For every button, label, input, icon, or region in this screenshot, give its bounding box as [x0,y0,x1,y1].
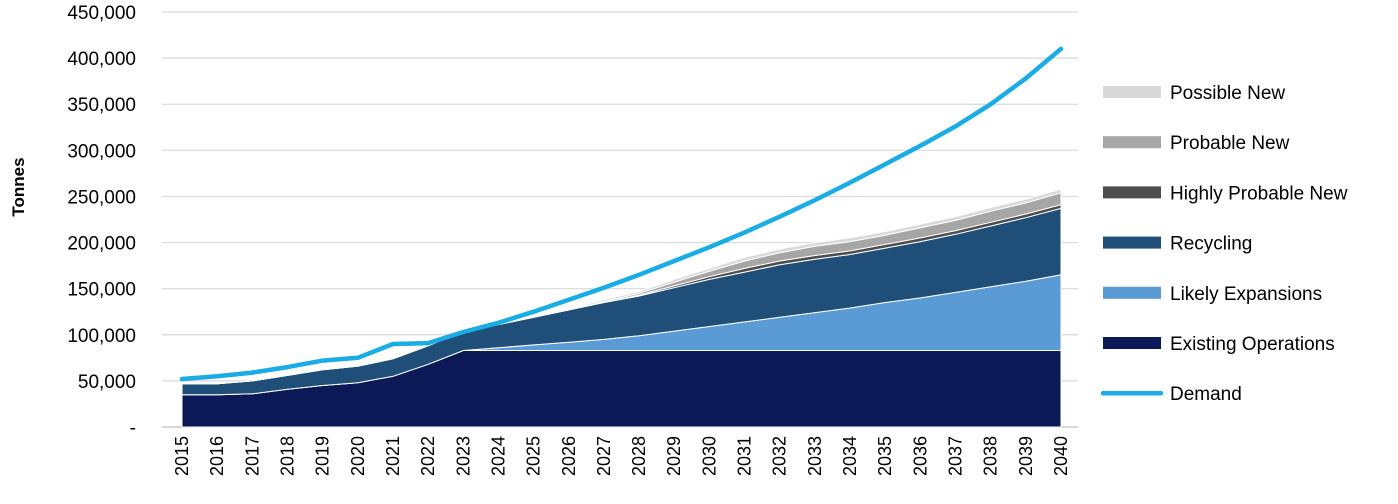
x-tick-label: 2027 [594,436,614,476]
x-tick-label: 2024 [488,436,508,476]
x-tick-label: 2021 [383,436,403,476]
legend-swatch-probable-new [1103,136,1161,149]
y-tick-label: 450,000 [67,3,136,24]
legend-swatch-highly-probable-new [1103,186,1161,199]
x-tick-label: 2037 [946,436,966,476]
y-tick-label: 150,000 [67,280,136,301]
y-axis-ticks: - 50,000 100,000 150,000 200,000 250,000 300,0… [67,3,136,439]
legend-label-possible-new: Possible New [1170,83,1285,104]
x-tick-label: 2016 [207,436,227,476]
x-tick-label: 2036 [910,436,930,476]
y-tick-label: 400,000 [67,49,136,70]
legend-swatch-existing-operations [1103,337,1161,349]
y-tick-label: - [130,418,136,439]
y-tick-label: 200,000 [67,234,136,255]
y-tick-label: 50,000 [78,372,136,393]
x-tick-label: 2028 [629,436,649,476]
line-demand [179,46,1064,382]
y-tick-label: 350,000 [67,95,136,116]
x-tick-label: 2034 [840,436,860,476]
x-tick-label: 2038 [981,436,1001,476]
x-tick-label: 2018 [277,436,297,476]
y-axis-label: Tonnes [9,157,28,216]
legend-label-likely-expansions: Likely Expansions [1170,284,1322,305]
x-tick-label: 2030 [699,436,719,476]
legend-label-existing-operations: Existing Operations [1170,334,1335,355]
x-tick-label: 2033 [805,436,825,476]
legend-swatch-possible-new [1103,86,1161,98]
x-tick-label: 2015 [172,436,192,476]
y-tick-label: 300,000 [67,141,136,162]
x-axis-ticks: 2015 2016 2017 2018 2019 2020 2021 2022 2023 2024… [172,436,1071,476]
stacked-areas [181,188,1062,428]
legend-swatch-recycling [1103,236,1161,249]
x-tick-label: 2023 [453,436,473,476]
x-tick-label: 2039 [1016,436,1036,476]
x-tick-label: 2035 [875,436,895,476]
x-tick-label: 2022 [418,436,438,476]
line-series [179,46,1064,382]
legend-label-probable-new: Probable New [1170,133,1290,154]
x-tick-label: 2017 [242,436,262,476]
x-tick-label: 2019 [313,436,333,476]
x-tick-label: 2020 [348,436,368,476]
legend-swatch-likely-expansions [1103,286,1161,299]
x-tick-label: 2025 [524,436,544,476]
x-tick-label: 2031 [735,436,755,476]
legend-label-demand: Demand [1170,384,1242,405]
legend-label-recycling: Recycling [1170,234,1252,255]
legend: Possible New Probable New Highly Probable … [1100,83,1348,405]
legend-label-highly-probable-new: Highly Probable New [1170,183,1348,204]
y-tick-label: 250,000 [67,187,136,208]
x-tick-label: 2040 [1051,436,1071,476]
x-tick-label: 2026 [559,436,579,476]
y-tick-label: 100,000 [67,326,136,347]
x-tick-label: 2032 [770,436,790,476]
x-tick-label: 2029 [664,436,684,476]
